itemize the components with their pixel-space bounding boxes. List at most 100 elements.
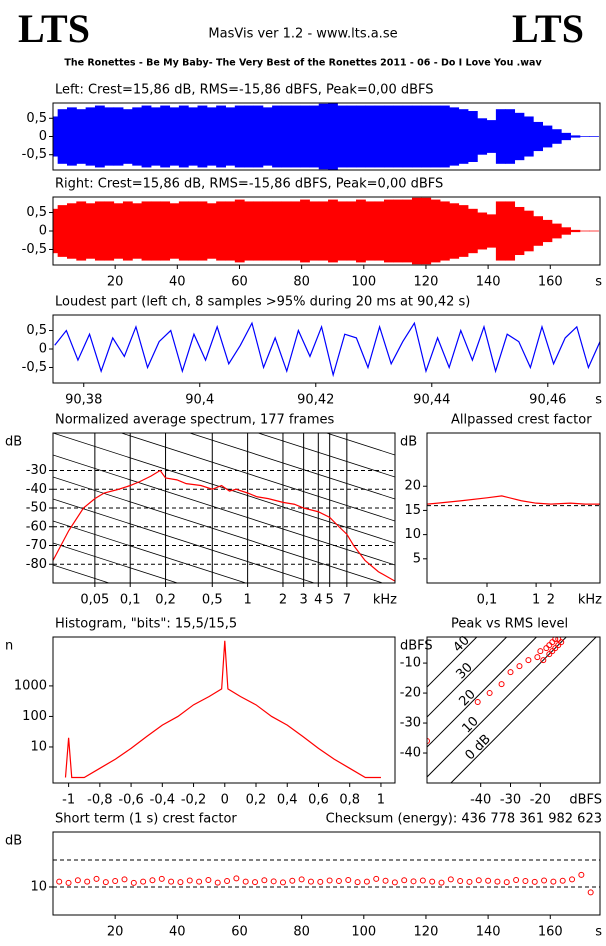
- envelope-bar: [402, 199, 413, 263]
- data-point: [537, 648, 544, 655]
- x-axis-unit: s: [595, 393, 602, 408]
- envelope-bar: [523, 116, 534, 157]
- envelope-bar: [122, 201, 133, 261]
- envelope-bar: [244, 105, 254, 168]
- envelope-bar: [505, 109, 516, 164]
- y-tick-label: -0,5: [22, 147, 47, 162]
- file-name: The Ronettes - Be My Baby- The Very Best…: [64, 58, 542, 69]
- panel-title: Normalized average spectrum, 177 frames: [55, 413, 334, 428]
- envelope-bar: [272, 105, 282, 168]
- envelope-bar: [262, 201, 273, 261]
- envelope-bar: [281, 201, 292, 261]
- y-tick-label: -0,5: [22, 360, 47, 375]
- data-point: [541, 877, 548, 884]
- envelope-bar: [169, 203, 180, 259]
- x-tick-label: 0,4: [277, 793, 298, 808]
- data-point: [158, 875, 165, 882]
- envelope-bar: [337, 105, 348, 168]
- x-tick-label: 0,2: [246, 793, 267, 808]
- diagonal-line: [427, 637, 508, 718]
- x-tick-label: 100: [351, 275, 376, 290]
- panel-title: Right: Crest=15,86 dB, RMS=-15,86 dBFS, …: [55, 177, 443, 192]
- x-tick-label: 90,38: [65, 393, 102, 408]
- plot-area: [427, 495, 600, 507]
- panel-frame: [52, 432, 396, 584]
- diagonal-line: [450, 637, 597, 783]
- data-line: [64, 640, 381, 779]
- x-tick-label: 140: [476, 925, 501, 940]
- envelope-bar: [141, 201, 152, 261]
- envelope-bar: [160, 105, 171, 168]
- envelope-bar: [300, 105, 310, 168]
- app-title: MasVis ver 1.2 - www.lts.a.se: [208, 27, 397, 42]
- x-tick-label: 0,2: [155, 593, 176, 608]
- y-tick-label: 15: [404, 503, 421, 518]
- data-point: [102, 879, 109, 886]
- panel-title: Peak vs RMS level: [451, 617, 568, 632]
- envelope-bar: [346, 105, 357, 168]
- envelope-bar: [178, 105, 189, 168]
- y-tick-label: 0,5: [26, 323, 47, 338]
- envelope-bar: [290, 105, 301, 168]
- envelope-bar: [449, 107, 460, 166]
- x-tick-label: 90,46: [529, 393, 566, 408]
- data-point: [373, 875, 380, 882]
- data-point: [474, 699, 481, 706]
- x-tick-label: -0,4: [150, 793, 175, 808]
- x-tick-label: 1: [377, 793, 385, 808]
- data-point: [391, 879, 398, 886]
- y-tick-label: 10: [404, 527, 421, 542]
- x-tick-label: 3: [299, 593, 307, 608]
- data-point: [552, 637, 559, 643]
- slope-guide: [53, 454, 395, 566]
- envelope-bar: [318, 201, 329, 261]
- envelope-bar: [318, 103, 329, 170]
- data-point: [569, 876, 576, 883]
- envelope-bar: [234, 199, 245, 263]
- y-tick-label: 100: [22, 709, 47, 724]
- panel-title: Left: Crest=15,86 dB, RMS=-15,86 dBFS, P…: [55, 83, 434, 98]
- x-tick-label: 4: [314, 593, 322, 608]
- data-point: [177, 879, 184, 886]
- envelope-bar: [104, 107, 115, 166]
- diagonal-line: [427, 637, 478, 688]
- y-tick-label: -50: [26, 501, 47, 516]
- envelope-bar: [551, 223, 562, 239]
- data-point: [531, 878, 538, 885]
- panel-frame: [52, 831, 601, 916]
- data-point: [494, 878, 501, 885]
- envelope-bar: [122, 109, 133, 164]
- slope-guide: [256, 433, 395, 478]
- slope-guide: [325, 433, 395, 456]
- envelope-bar: [383, 105, 394, 168]
- slope-guide: [188, 433, 395, 500]
- plot-area: [53, 103, 599, 170]
- data-point: [326, 877, 333, 884]
- x-tick-label: 0,5: [202, 593, 223, 608]
- envelope-bar: [579, 136, 590, 137]
- envelope-bar: [150, 107, 161, 166]
- envelope-bar: [76, 109, 87, 164]
- envelope-bar: [477, 212, 488, 250]
- x-tick-label: -0,8: [87, 793, 112, 808]
- x-tick-label: 20: [107, 925, 124, 940]
- envelope-bar: [160, 201, 171, 261]
- x-tick-label: 0,1: [120, 593, 141, 608]
- envelope-bar: [66, 203, 77, 259]
- panel-frame: [52, 196, 601, 266]
- data-point: [93, 875, 100, 882]
- envelope-bar: [523, 210, 534, 252]
- envelope-bar: [132, 107, 143, 166]
- envelope-bar: [53, 208, 59, 254]
- data-point: [261, 877, 268, 884]
- envelope-bar: [94, 201, 105, 261]
- envelope-bar: [495, 109, 506, 164]
- x-tick-label: 20: [107, 275, 124, 290]
- x-tick-label: -30: [500, 793, 521, 808]
- envelope-bar: [76, 201, 87, 261]
- data-point: [196, 878, 203, 885]
- slope-guide: [120, 433, 395, 522]
- envelope-bar: [495, 201, 506, 261]
- y-tick-label: -30: [400, 716, 421, 731]
- x-tick-label: 0,8: [339, 793, 360, 808]
